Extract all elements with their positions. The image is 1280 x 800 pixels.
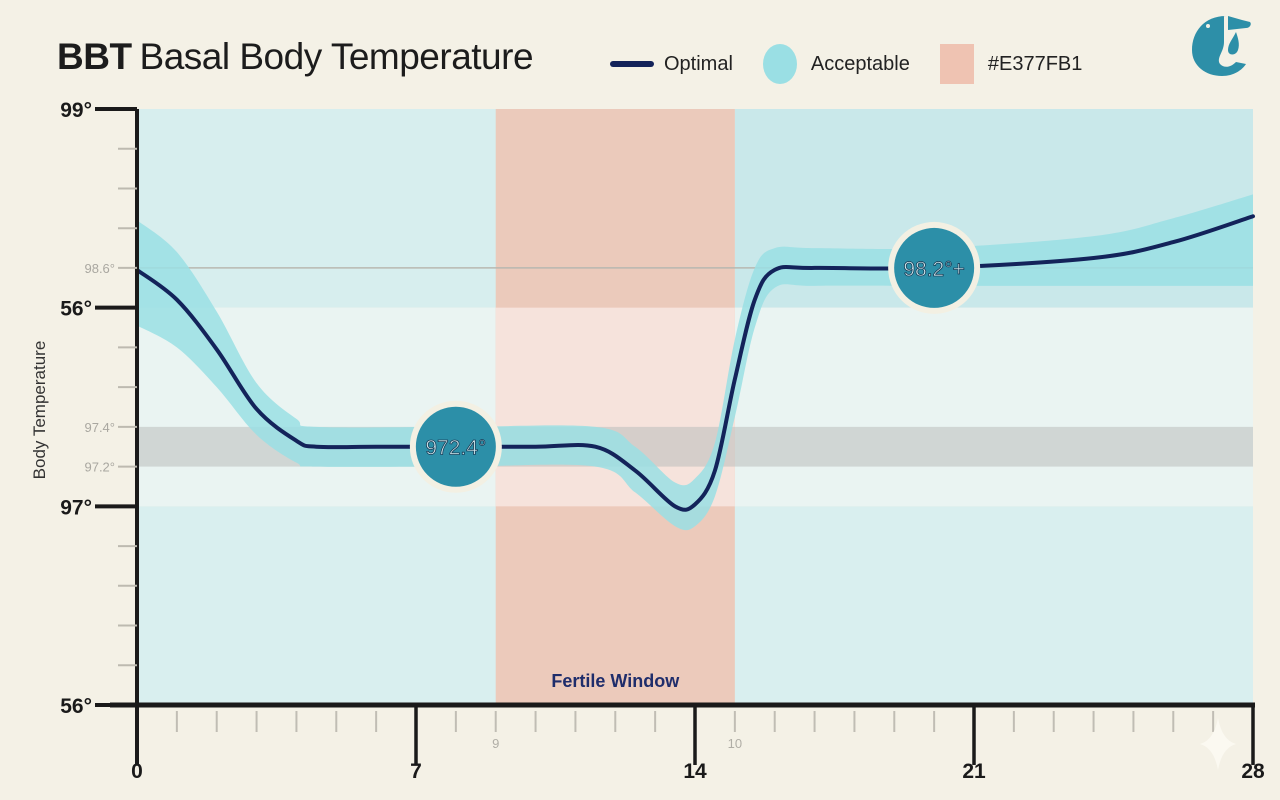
y-tick-label: 56° <box>60 298 92 321</box>
x-tick-label: 0 <box>131 760 143 783</box>
annotation-label: 972.4° <box>425 437 486 460</box>
drop-bird-logo-icon <box>1192 16 1251 76</box>
x-tick-label: 14 <box>683 760 707 783</box>
fertile-window-label: Fertile Window <box>551 671 680 691</box>
legend-item-acceptable: Acceptable <box>762 44 910 84</box>
title-abbrev: BBT <box>57 36 132 77</box>
fertile-window-middle <box>495 307 735 507</box>
legend-item-fertile: #E377FB1 <box>939 44 1083 84</box>
y-minor-tick-label: 98.6° <box>84 261 115 276</box>
x-minor-label: 10 <box>728 736 742 751</box>
legend: Optimal Acceptable #E377FB1 <box>610 44 1112 84</box>
y-minor-tick-label: 97.4° <box>84 420 115 435</box>
legend-label: Acceptable <box>810 52 910 75</box>
legend-item-optimal: Optimal <box>610 53 733 76</box>
x-tick-label: 7 <box>410 760 422 783</box>
y-tick-label: 97° <box>60 496 92 519</box>
y-tick-label: 99° <box>60 99 92 122</box>
legend-swatch-square <box>939 44 974 84</box>
x-tick-label: 21 <box>962 760 986 783</box>
sparkle-icon <box>1200 718 1236 770</box>
y-minor-tick-label: 97.2° <box>84 460 115 475</box>
annotation-label: 98.2°+ <box>903 258 965 281</box>
y-tick-label: 56° <box>60 695 92 718</box>
legend-label: Optimal <box>664 52 733 75</box>
x-tick-label: 28 <box>1241 760 1265 783</box>
annotation-marker <box>894 227 975 308</box>
x-minor-label: 9 <box>492 736 499 751</box>
legend-swatch-line <box>610 61 654 67</box>
chart-title: BBT Basal Body Temperature <box>57 36 534 78</box>
legend-label: #E377FB1 <box>987 52 1083 75</box>
legend-swatch-circle <box>762 44 797 84</box>
annotation-marker <box>415 406 496 487</box>
title-text: Basal Body Temperature <box>139 36 534 77</box>
